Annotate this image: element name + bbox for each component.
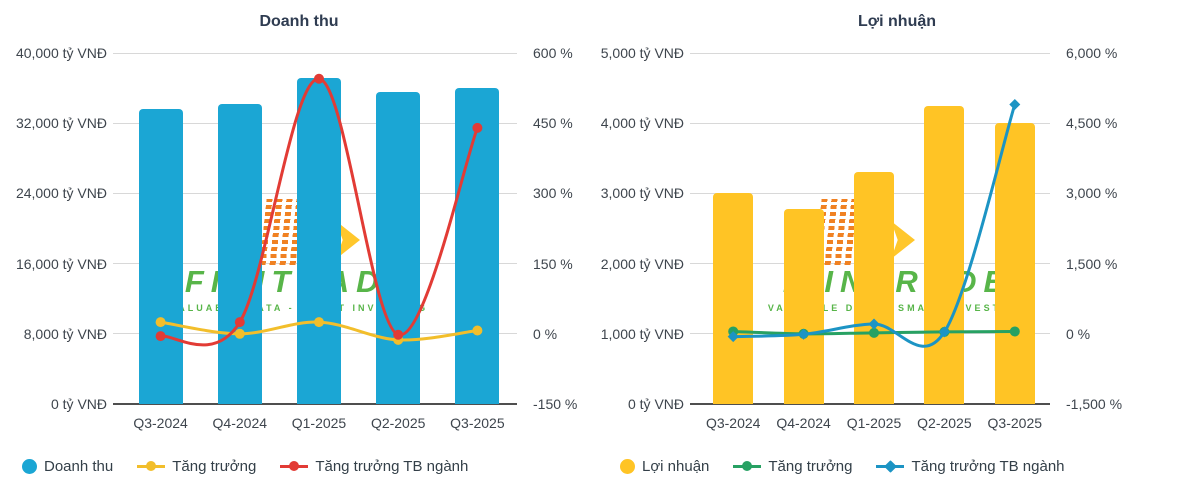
data-point-marker[interactable] bbox=[314, 73, 324, 84]
data-point-marker[interactable] bbox=[393, 329, 404, 340]
data-point-marker[interactable] bbox=[938, 326, 950, 338]
data-point-marker[interactable] bbox=[472, 122, 483, 133]
line-series-layer bbox=[727, 98, 1021, 348]
x-axis-label: Q4-2024 bbox=[776, 415, 831, 431]
bar-Q3-2024[interactable] bbox=[713, 193, 754, 404]
left-axis-tick-label: 3,000 tỷ VNĐ bbox=[600, 185, 684, 202]
legend-item[interactable]: Tăng trưởng bbox=[137, 458, 256, 475]
legend-item[interactable]: Lợi nhuận bbox=[620, 458, 709, 475]
x-axis-label: Q1-2025 bbox=[846, 415, 902, 431]
x-axis-label: Q2-2025 bbox=[370, 415, 426, 431]
chart-title-revenue: Doanh thu bbox=[259, 13, 339, 30]
gridline bbox=[113, 52, 517, 54]
left-axis-tick-label: 0 tỷ VNĐ bbox=[627, 396, 684, 412]
legend-label: Tăng trưởng bbox=[768, 458, 853, 475]
legend-marker bbox=[884, 460, 898, 473]
left-axis-tick-label: 40,000 tỷ VNĐ bbox=[15, 45, 107, 61]
left-axis-tick-label: 0 tỷ VNĐ bbox=[50, 396, 107, 412]
line-series bbox=[733, 104, 1017, 348]
data-point-marker[interactable] bbox=[1009, 326, 1020, 337]
line-series-layer bbox=[155, 73, 483, 347]
chart-panel-profit: Lợi nhuận FIINTRADE VALUABLE DATA - SMAR… bbox=[598, 0, 1196, 489]
left-axis-tick-label: 5,000 tỷ VNĐ bbox=[600, 45, 684, 61]
data-point-marker[interactable] bbox=[798, 328, 810, 340]
legend-marker-line-icon bbox=[137, 459, 166, 474]
data-point-marker[interactable] bbox=[1009, 98, 1021, 110]
legend-marker bbox=[146, 461, 157, 471]
legend-marker bbox=[289, 461, 300, 471]
right-axis-tick-label: -1,500 % bbox=[1066, 396, 1123, 412]
legend-revenue: Doanh thu Tăng trưởng Tăng trưởng TB ngành bbox=[22, 458, 468, 475]
right-axis-tick-label: 600 % bbox=[533, 45, 573, 61]
left-axis-tick-label: 32,000 tỷ VNĐ bbox=[15, 115, 107, 132]
data-point-marker[interactable] bbox=[868, 318, 880, 330]
x-axis-line bbox=[113, 403, 517, 405]
right-axis-tick-label: 300 % bbox=[533, 185, 573, 202]
gridline bbox=[690, 52, 1050, 54]
legend-item[interactable]: Tăng trưởng TB ngành bbox=[280, 458, 468, 475]
legend-marker-circle-icon bbox=[22, 459, 37, 474]
legend-marker bbox=[742, 461, 753, 471]
legend-item[interactable]: Doanh thu bbox=[22, 458, 113, 475]
bar-Q4-2024[interactable] bbox=[217, 103, 262, 404]
x-axis-line bbox=[690, 403, 1050, 405]
legend-label: Tăng trưởng bbox=[172, 458, 257, 475]
data-point-marker[interactable] bbox=[155, 317, 166, 328]
right-axis-tick-label: 450 % bbox=[533, 115, 573, 132]
right-axis-tick-label: 3,000 % bbox=[1066, 185, 1118, 202]
legend-marker-line-icon bbox=[876, 459, 905, 474]
legend-label: Tăng trưởng TB ngành bbox=[315, 458, 469, 475]
legend-item[interactable]: Tăng trưởng bbox=[733, 458, 852, 475]
chart-panel-revenue: Doanh thu FIINTRADE VALUABLE DATA - SMAR… bbox=[15, 13, 577, 475]
legend-label: Doanh thu bbox=[44, 458, 114, 475]
legend-profit: Lợi nhuận Tăng trưởng Tăng trưởng TB ngành bbox=[620, 458, 1065, 475]
legend-marker-line-icon bbox=[280, 459, 309, 474]
right-axis-tick-label: 0 % bbox=[533, 325, 558, 342]
gridline bbox=[690, 122, 1050, 124]
data-point-marker[interactable] bbox=[869, 327, 879, 338]
bar-Q2-2025[interactable] bbox=[376, 92, 421, 404]
left-axis-tick-label: 1,000 tỷ VNĐ bbox=[600, 325, 684, 342]
x-axis-label: Q3-2024 bbox=[133, 415, 188, 431]
right-axis-tick-label: 150 % bbox=[533, 255, 573, 272]
x-axis-label: Q3-2025 bbox=[987, 415, 1043, 431]
data-point-marker[interactable] bbox=[472, 325, 483, 336]
bar-Q3-2025[interactable] bbox=[994, 123, 1035, 404]
bar-Q2-2025[interactable] bbox=[924, 106, 965, 404]
legend-item[interactable]: Tăng trưởng TB ngành bbox=[876, 458, 1065, 475]
data-point-marker[interactable] bbox=[234, 328, 245, 339]
left-axis-tick-label: 4,000 tỷ VNĐ bbox=[600, 115, 684, 132]
legend-marker-circle-icon bbox=[620, 459, 635, 474]
data-point-marker[interactable] bbox=[234, 317, 245, 328]
data-point-marker[interactable] bbox=[155, 331, 166, 342]
left-axis-tick-label: 2,000 tỷ VNĐ bbox=[600, 255, 684, 272]
x-axis-label: Q1-2025 bbox=[291, 415, 347, 431]
legend-label: Lợi nhuận bbox=[642, 458, 710, 475]
x-axis-label: Q3-2025 bbox=[450, 415, 505, 431]
left-axis-tick-label: 24,000 tỷ VNĐ bbox=[15, 185, 107, 202]
chart-title-profit: Lợi nhuận bbox=[857, 13, 937, 30]
left-axis-tick-label: 16,000 tỷ VNĐ bbox=[15, 255, 107, 272]
bar-Q3-2024[interactable] bbox=[138, 109, 183, 404]
bar-Q3-2025[interactable] bbox=[455, 88, 500, 404]
right-axis-tick-label: 6,000 % bbox=[1066, 45, 1118, 61]
line-series bbox=[160, 77, 479, 347]
x-axis-label: Q3-2024 bbox=[705, 415, 761, 431]
left-axis-tick-label: 8,000 tỷ VNĐ bbox=[23, 325, 107, 342]
legend-label: Tăng trưởng TB ngành bbox=[911, 458, 1065, 475]
data-point-marker[interactable] bbox=[314, 317, 324, 328]
x-axis-label: Q4-2024 bbox=[212, 415, 268, 431]
right-axis-tick-label: 1,500 % bbox=[1066, 255, 1118, 272]
x-axis-label: Q2-2025 bbox=[917, 415, 972, 431]
legend-marker-line-icon bbox=[733, 459, 762, 474]
data-point-marker[interactable] bbox=[727, 331, 739, 343]
right-axis-tick-label: 4,500 % bbox=[1066, 115, 1118, 132]
right-axis-tick-label: -150 % bbox=[533, 396, 578, 412]
right-axis-tick-label: 0 % bbox=[1066, 325, 1091, 342]
